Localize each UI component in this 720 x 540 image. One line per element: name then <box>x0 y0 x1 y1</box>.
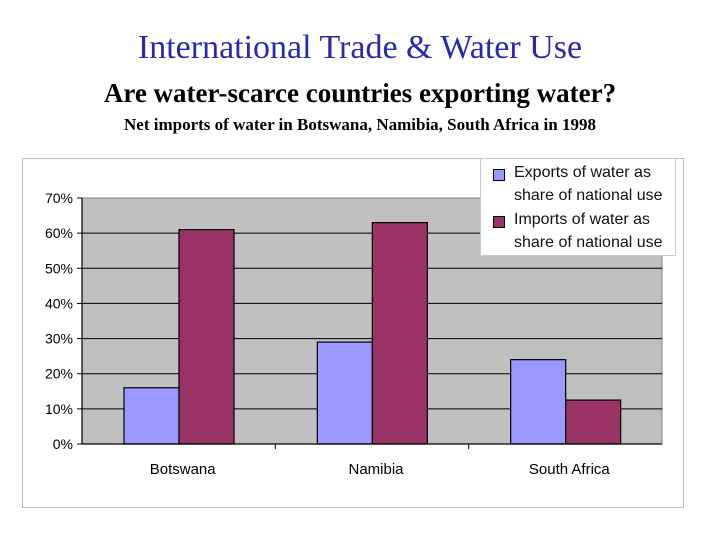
y-tick-label: 50% <box>45 260 73 276</box>
y-tick-label: 70% <box>45 190 73 206</box>
chart-caption: Net imports of water in Botswana, Namibi… <box>124 115 596 134</box>
y-tick-label: 40% <box>45 295 73 311</box>
y-tick-label: 10% <box>45 401 73 417</box>
x-tick-label: South Africa <box>529 461 611 478</box>
bar-exports-south-africa <box>510 359 567 445</box>
x-tick-label: Botswana <box>150 461 217 478</box>
x-tick-label: Namibia <box>348 461 404 478</box>
y-tick-label: 0% <box>53 436 73 452</box>
legend-label-exports: Exports of water as share of national us… <box>514 164 663 204</box>
bar-exports-namibia <box>316 341 373 445</box>
bar-exports-botswana <box>123 387 180 445</box>
chart-legend: Exports of water as share of national us… <box>480 158 676 256</box>
y-tick-label: 30% <box>45 331 73 347</box>
y-tick-label: 20% <box>45 366 73 382</box>
y-tick-label: 60% <box>45 225 73 241</box>
legend-swatch-imports <box>493 216 505 228</box>
bar-imports-namibia <box>371 222 428 445</box>
legend-label-imports: Imports of water as share of national us… <box>514 211 663 251</box>
page-subtitle: Are water-scarce countries exporting wat… <box>103 78 617 108</box>
bar-imports-botswana <box>178 229 235 445</box>
bar-imports-south-africa <box>565 399 622 445</box>
page-title: International Trade & Water Use <box>137 29 583 66</box>
legend-swatch-exports <box>493 169 505 181</box>
